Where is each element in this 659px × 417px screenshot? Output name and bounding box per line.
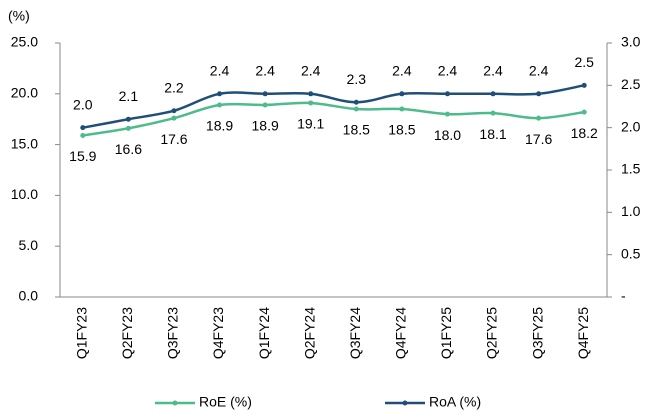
x-tick-label: Q4FY24 xyxy=(393,307,409,359)
data-label: 2.4 xyxy=(301,63,321,79)
data-label: 2.4 xyxy=(392,63,412,79)
x-tick-label: Q3FY25 xyxy=(529,307,545,359)
point xyxy=(399,106,405,112)
y2-tick-label: 1.0 xyxy=(621,203,641,219)
y2-tick-label: 2.0 xyxy=(621,118,641,134)
data-label: 16.6 xyxy=(115,141,142,157)
point xyxy=(217,91,223,97)
point xyxy=(308,100,314,106)
point xyxy=(536,115,542,121)
data-label: 15.9 xyxy=(69,148,96,164)
y-tick-label: 20.0 xyxy=(11,85,38,101)
point xyxy=(399,91,405,97)
data-label: 18.1 xyxy=(479,126,506,142)
y-tick-label: 5.0 xyxy=(19,237,39,253)
data-label: 17.6 xyxy=(525,131,552,147)
legend-marker xyxy=(172,400,178,406)
data-label: 18.2 xyxy=(571,125,598,141)
legend-label: RoE (%) xyxy=(199,394,252,410)
y-tick-label: 25.0 xyxy=(11,34,38,50)
point xyxy=(444,111,450,117)
data-label: 2.4 xyxy=(529,63,549,79)
legend-label: RoA (%) xyxy=(429,394,481,410)
x-tick-label: Q4FY23 xyxy=(210,307,226,359)
x-tick-label: Q4FY25 xyxy=(575,307,591,359)
x-tick-label: Q3FY23 xyxy=(165,307,181,359)
y2-tick-label: - xyxy=(621,288,626,304)
data-label: 2.2 xyxy=(164,79,184,95)
legend-marker xyxy=(402,400,408,406)
y2-tick-label: 0.5 xyxy=(621,245,641,261)
point xyxy=(490,110,496,116)
point xyxy=(80,132,86,138)
data-label: 2.4 xyxy=(255,63,275,79)
point xyxy=(262,102,268,108)
y2-tick-label: 2.5 xyxy=(621,76,641,92)
x-tick-label: Q2FY23 xyxy=(119,307,135,359)
data-label: 18.9 xyxy=(206,118,233,134)
series-line xyxy=(82,84,585,129)
data-label: 18.0 xyxy=(434,127,461,143)
data-label: 19.1 xyxy=(297,116,324,132)
data-label: 18.5 xyxy=(388,122,415,138)
data-label: 2.4 xyxy=(210,63,230,79)
x-tick-label: Q1FY25 xyxy=(438,307,454,359)
x-tick-label: Q1FY23 xyxy=(73,307,89,359)
point xyxy=(171,108,177,114)
data-label: 2.0 xyxy=(73,96,93,112)
y-tick-label: 15.0 xyxy=(11,135,38,151)
data-label: 18.9 xyxy=(252,118,279,134)
data-label: 2.4 xyxy=(483,63,503,79)
y-tick-label: 10.0 xyxy=(11,186,38,202)
y-tick-label: 0.0 xyxy=(19,288,39,304)
y-axis-label: (%) xyxy=(8,8,30,24)
x-tick-label: Q1FY24 xyxy=(256,307,272,359)
point xyxy=(490,91,496,97)
data-label: 2.1 xyxy=(119,88,139,104)
data-label: 18.5 xyxy=(343,122,370,138)
x-tick-label: Q2FY25 xyxy=(484,307,500,359)
point xyxy=(262,91,268,97)
data-label: 17.6 xyxy=(160,131,187,147)
point xyxy=(125,116,131,122)
data-label: 2.4 xyxy=(438,63,458,79)
point xyxy=(171,115,177,121)
point xyxy=(581,82,587,88)
point xyxy=(353,106,359,112)
point xyxy=(536,91,542,97)
point xyxy=(581,109,587,115)
x-tick-label: Q2FY24 xyxy=(301,307,317,359)
data-label: 2.3 xyxy=(347,71,367,87)
point xyxy=(125,125,131,131)
y2-tick-label: 1.5 xyxy=(621,161,641,177)
data-label: 2.5 xyxy=(574,54,594,70)
point xyxy=(80,125,86,131)
point xyxy=(308,91,314,97)
point xyxy=(217,102,223,108)
series-line xyxy=(82,101,585,137)
point xyxy=(444,91,450,97)
y2-tick-label: 3.0 xyxy=(621,34,641,50)
point xyxy=(353,99,359,105)
x-tick-label: Q3FY24 xyxy=(347,307,363,359)
